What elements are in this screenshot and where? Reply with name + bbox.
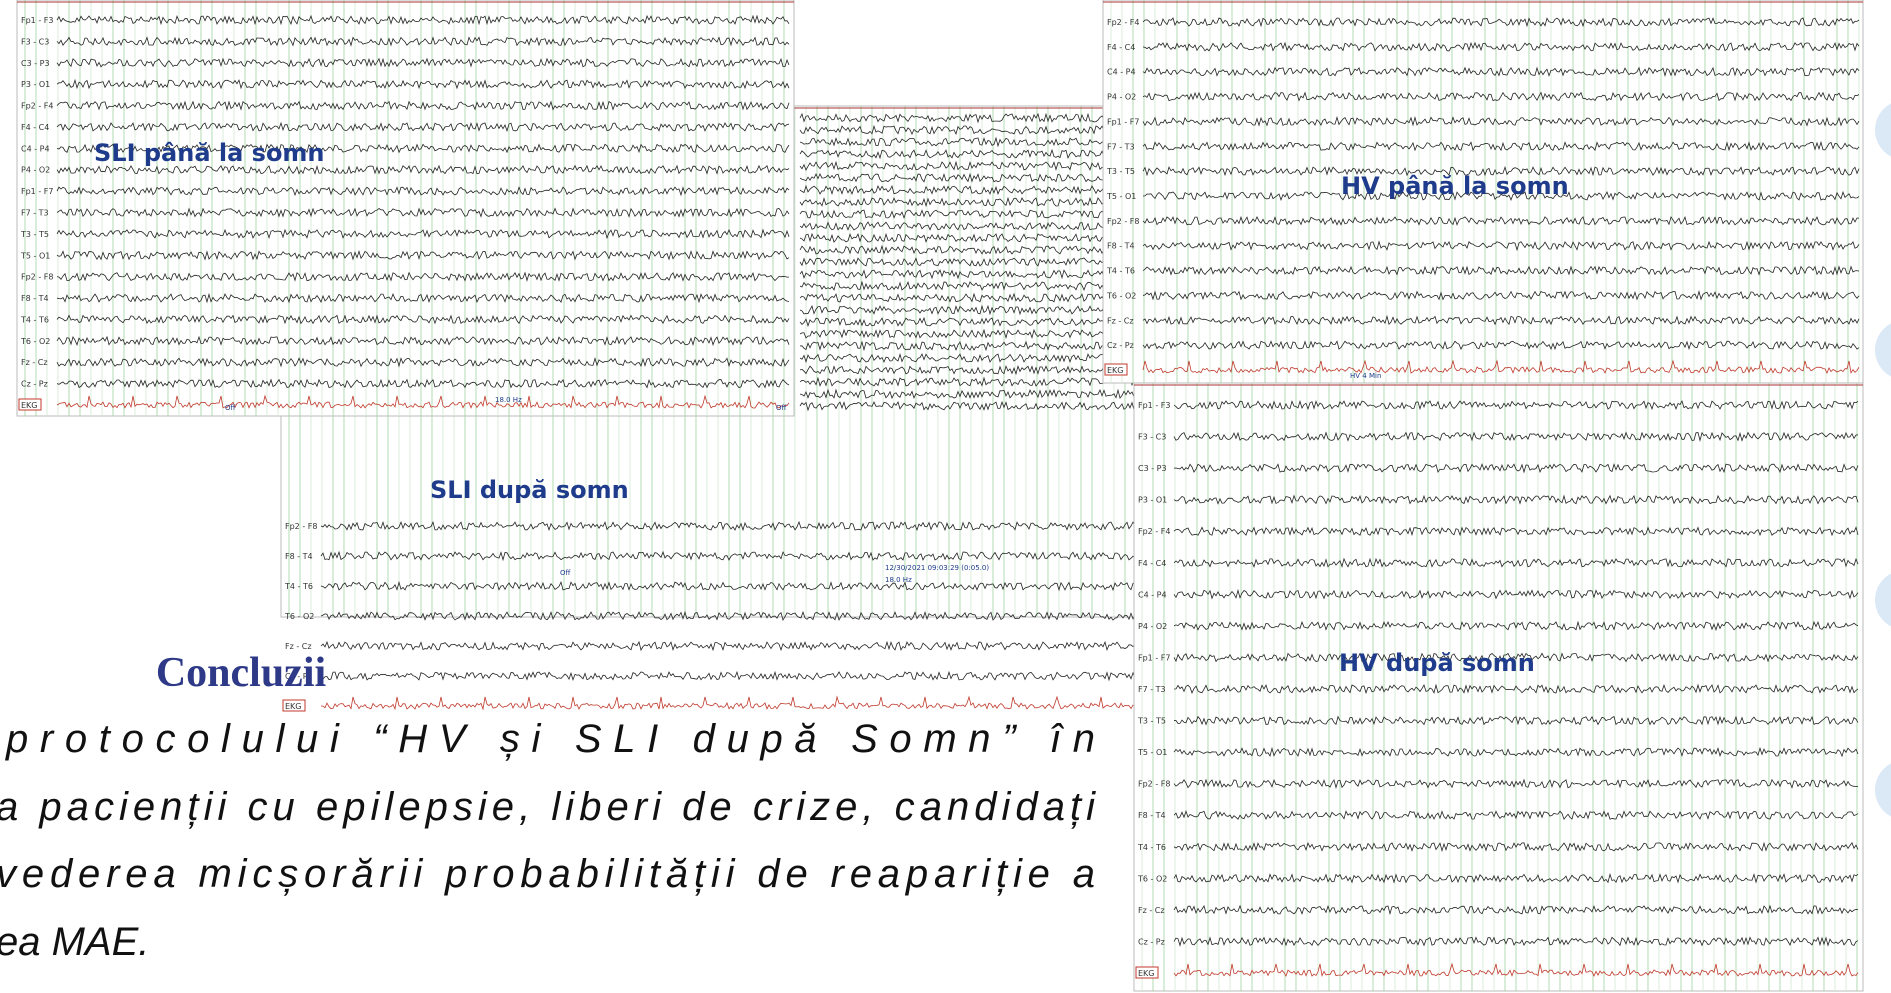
channel-label: P4 - O2 xyxy=(1107,93,1136,102)
channel-label: F4 - C4 xyxy=(1107,43,1135,52)
channel-label: T6 - O2 xyxy=(1106,291,1136,300)
channel-label: T5 - O1 xyxy=(1137,748,1167,757)
channel-label: EKG xyxy=(285,702,302,711)
channel-label: C3 - P3 xyxy=(1138,464,1167,473)
channel-label: F7 - T3 xyxy=(21,209,49,218)
channel-label: Fp2 - F4 xyxy=(1138,527,1170,536)
page: Fp2 - F8 F8 - T4 T4 - T6 T6 - O2 Fz - Cz Cz -… xyxy=(0,0,1891,993)
channel-label: Fp1 - F7 xyxy=(21,187,53,196)
panel-label: SLI după somn xyxy=(430,476,629,504)
channel-label: C4 - P4 xyxy=(21,144,50,153)
channel-label: Fp1 - F7 xyxy=(1107,117,1139,126)
channel-label: F8 - T4 xyxy=(285,552,313,561)
channel-label: T6 - O2 xyxy=(20,337,50,346)
paragraph-line: vederea micșorării probabilității de rea… xyxy=(0,852,1095,896)
channel-label: Cz - Pz xyxy=(21,380,48,389)
channel-label: EKG xyxy=(1138,969,1155,978)
channel-label: Cz - Pz xyxy=(1138,937,1165,946)
channel-label: T6 - O2 xyxy=(284,612,314,621)
channel-label: Fp2 - F8 xyxy=(1107,217,1139,226)
channel-label: T3 - T5 xyxy=(1106,167,1135,176)
channel-label: EKG xyxy=(1107,366,1124,375)
channel-label: Fp2 - F8 xyxy=(21,273,53,282)
channel-label: P4 - O2 xyxy=(21,166,50,175)
eeg-panel: Fp1 - F3 F3 - C3 C3 - P3 P3 - O1 Fp2 - F4 F4 … xyxy=(1134,383,1863,991)
channel-label: EKG xyxy=(21,401,38,410)
channel-label: Fp2 - F4 xyxy=(21,102,53,111)
eeg-panel: Fp2 - F4 F4 - C4 C4 - P4 P4 - O2 Fp1 - F7 F7 … xyxy=(1103,0,1863,383)
deco xyxy=(1875,100,1891,160)
channel-label: Fp2 - F8 xyxy=(285,522,317,531)
deco xyxy=(1875,320,1891,380)
timestamp: 18.0 Hz xyxy=(885,576,912,584)
channel-label: Fp2 - F8 xyxy=(1138,780,1170,789)
panel-label: SLI până la somn xyxy=(94,139,325,167)
eeg-trace xyxy=(321,672,1137,680)
channel-label: Fz - Cz xyxy=(1138,906,1165,915)
channel-label: F4 - C4 xyxy=(21,123,49,132)
channel-label: C3 - P3 xyxy=(21,59,50,68)
channel-label: F8 - T4 xyxy=(1107,242,1135,251)
channel-label: F4 - C4 xyxy=(1138,559,1166,568)
eeg-panel: Fp1 - F3 F3 - C3 C3 - P3 P3 - O1 Fp2 - F4 F4 … xyxy=(17,0,794,416)
paragraph-line: protocolului “HV și SLI după Somn” în xyxy=(5,717,1095,761)
channel-label: Fp1 - F3 xyxy=(1138,401,1170,410)
timestamp: 12/30/2021 09:03:29 (0:05.0) xyxy=(885,564,989,572)
channel-label: T5 - O1 xyxy=(1106,192,1136,201)
channel-label: F8 - T4 xyxy=(1138,811,1166,820)
channel-label: Fp2 - F4 xyxy=(1107,18,1139,27)
conclusions-title: Concluzii xyxy=(156,650,327,696)
channel-label: T4 - T6 xyxy=(284,582,313,591)
paragraph-line: ea MAE. xyxy=(0,920,149,964)
panel-label: HV până la somn xyxy=(1341,172,1569,200)
channel-label: F8 - T4 xyxy=(21,294,49,303)
channel-label: P3 - O1 xyxy=(21,80,50,89)
timestamp: Off xyxy=(776,404,787,412)
channel-label: T4 - T6 xyxy=(20,315,49,324)
channel-label: F3 - C3 xyxy=(1138,433,1166,442)
timestamp: Off xyxy=(225,404,236,412)
deco xyxy=(1875,570,1891,630)
channel-label: P4 - O2 xyxy=(1138,622,1167,631)
channel-label: T5 - O1 xyxy=(20,251,50,260)
channel-label: Fz - Cz xyxy=(1107,316,1134,325)
channel-label: T4 - T6 xyxy=(1137,843,1166,852)
channel-label: T4 - T6 xyxy=(1106,267,1135,276)
channel-label: F3 - C3 xyxy=(21,37,49,46)
channel-label: T3 - T5 xyxy=(20,230,49,239)
channel-label: Fp1 - F3 xyxy=(21,16,53,25)
ekg-trace xyxy=(321,697,1137,709)
channel-label: Fz - Cz xyxy=(21,358,48,367)
channel-label: Fp1 - F7 xyxy=(1138,653,1170,662)
channel-label: C4 - P4 xyxy=(1138,590,1167,599)
panel-label: HV după somn xyxy=(1339,649,1535,677)
timestamp: 18.0 Hz xyxy=(495,396,522,404)
channel-label: F7 - T3 xyxy=(1138,685,1166,694)
timestamp: Off xyxy=(560,569,571,577)
deco xyxy=(1875,760,1891,820)
channel-label: F7 - T3 xyxy=(1107,142,1135,151)
channel-label: P3 - O1 xyxy=(1138,496,1167,505)
channel-label: C4 - P4 xyxy=(1107,68,1136,77)
eeg-trace xyxy=(321,642,1137,650)
poster: Fp2 - F8 F8 - T4 T4 - T6 T6 - O2 Fz - Cz Cz -… xyxy=(0,0,1891,993)
timestamp: HV 4 Min xyxy=(1350,372,1381,380)
channel-label: Cz - Pz xyxy=(1107,341,1134,350)
channel-label: T3 - T5 xyxy=(1137,717,1166,726)
paragraph-line: a pacienții cu epilepsie, liberi de criz… xyxy=(0,785,1096,829)
channel-label: T6 - O2 xyxy=(1137,874,1167,883)
